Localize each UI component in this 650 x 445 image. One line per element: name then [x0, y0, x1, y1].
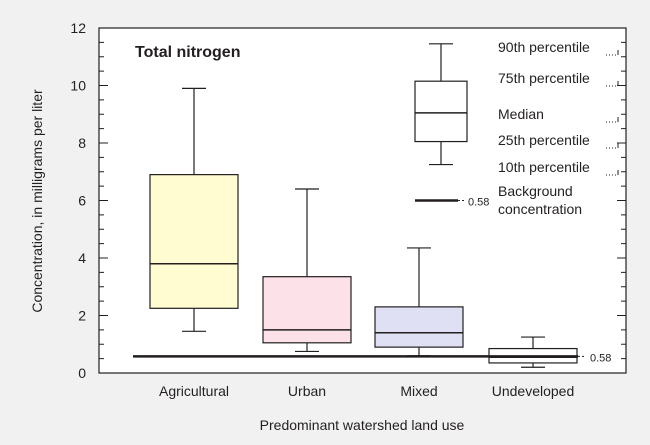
- box-mixed: [374, 306, 464, 348]
- y-tick-label: 4: [78, 250, 86, 266]
- y-tick-label: 8: [78, 135, 86, 151]
- category-label-urban: Urban: [288, 383, 326, 399]
- background-value-label: 0.58: [590, 352, 611, 364]
- legend-label-5: 10th percentile: [498, 159, 590, 175]
- legend: 90th percentile 75th percentile Median 25th…: [414, 39, 619, 217]
- category-label-undeveloped: Undeveloped: [492, 383, 575, 399]
- y-tick-label: 2: [78, 308, 86, 324]
- y-tick-label: 10: [70, 78, 86, 94]
- chart-title: Total nitrogen: [135, 44, 240, 61]
- legend-label-2: 75th percentile: [498, 70, 590, 86]
- x-axis-title: Predominant watershed land use: [260, 417, 465, 433]
- legend-label-3: Median: [498, 106, 544, 122]
- category-label-mixed: Mixed: [400, 383, 437, 399]
- box-agricultural: [149, 174, 239, 309]
- legend-label-1: 90th percentile: [498, 39, 590, 55]
- legend-background-label-line1: Background: [498, 183, 573, 199]
- legend-background-value: 0.58: [468, 197, 489, 209]
- y-tick-label: 0: [78, 365, 86, 381]
- legend-background-label-line2: concentration: [498, 201, 582, 217]
- y-tick-label: 12: [70, 20, 86, 36]
- category-label-agricultural: Agricultural: [159, 383, 229, 399]
- y-axis-title: Concentration, in milligrams per liter: [29, 89, 45, 313]
- legend-label-4: 25th percentile: [498, 132, 590, 148]
- y-tick-label: 6: [78, 193, 86, 209]
- background-concentration-line: 0.58: [133, 352, 611, 364]
- y-axis: 0 2 4 6 8 10 12: [70, 20, 626, 381]
- legend-example-box: [414, 80, 468, 143]
- box-urban: [262, 276, 352, 344]
